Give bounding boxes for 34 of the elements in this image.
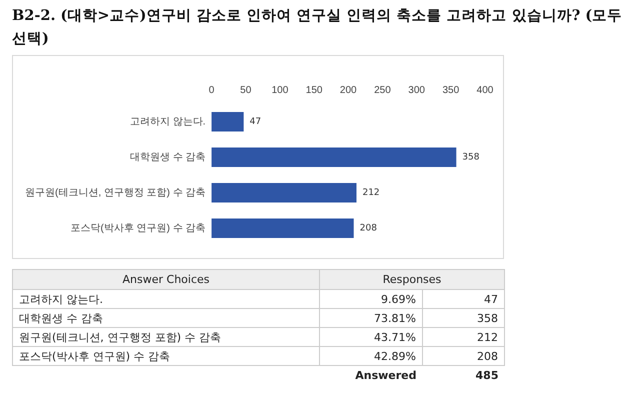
category-label: 대학원생 수 감축 <box>19 312 103 324</box>
x-tick-label: 250 <box>374 84 392 96</box>
y-tick-label: 대학원생 수 감축 <box>130 152 206 163</box>
text: 42.89% <box>320 346 422 366</box>
text: Answered <box>354 368 418 384</box>
x-tick-label: 300 <box>408 84 426 96</box>
x-tick-label: 350 <box>442 84 460 96</box>
x-tick-label: 400 <box>476 84 494 96</box>
chart-title: B2-2. (대학>교수)연구비 감소로 인하여 연구실 인력의 축소를 고려하고 있습니까? (모두 선택) <box>12 6 624 49</box>
x-tick-label: 150 <box>306 84 323 96</box>
data-label: 208 <box>360 224 378 234</box>
text: 208 <box>422 346 504 366</box>
text: 485 <box>474 368 500 384</box>
category-label: 원구원(테크니션, 연구행정 포함) 수 감축 <box>19 330 222 344</box>
text: Responses <box>320 270 504 290</box>
data-label: 358 <box>462 152 480 163</box>
x-tick-label: 100 <box>272 84 289 96</box>
x-tick-label: 200 <box>340 84 358 96</box>
text: 9.69% <box>320 290 422 308</box>
y-tick-label: 원구원(테크니션, 연구행정 포함) 수 감축 <box>24 188 206 198</box>
data-label: 212 <box>362 188 380 198</box>
y-tick-label: 고려하지 않는다. <box>130 116 206 128</box>
text: 358 <box>422 308 504 328</box>
text: 43.71% <box>320 328 422 346</box>
text: 73.81% <box>320 308 422 328</box>
category-label: 고려하지 않는다. <box>19 292 103 306</box>
category-label: 포스닥(박사후 연구원) 수 감축 <box>19 350 170 362</box>
text: 212 <box>422 328 504 346</box>
x-tick-label: 0 <box>208 84 215 96</box>
y-tick-label: 포스닥(박사후 연구원) 수 감축 <box>70 223 206 234</box>
data-label: 47 <box>250 117 262 128</box>
x-tick-label: 50 <box>240 84 252 96</box>
text: 47 <box>422 290 504 308</box>
text: Answer Choices <box>12 270 320 290</box>
